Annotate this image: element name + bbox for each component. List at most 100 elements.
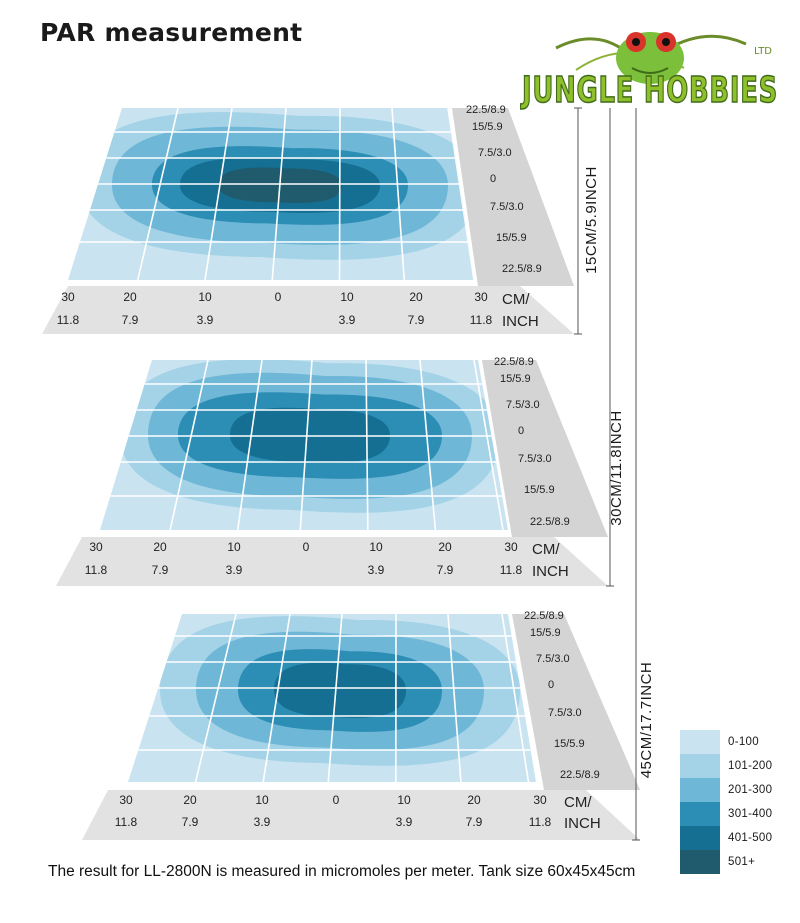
- x-tick-label-inch: 11.8: [85, 563, 108, 577]
- x-tick-label-cm: 0: [333, 793, 340, 807]
- par-panel-3: 30 20 10 0 10 20 30 11.8 7.9 3.9 3.9 7.9 11.8 CM/INCH…: [82, 610, 640, 840]
- x-axis-unit: INCH: [502, 313, 539, 330]
- x-tick-label-cm: 30: [61, 290, 75, 304]
- par-panel-1: 30 20 10 0 10 20 30 11.8 7.9 3.9 3.9 7.9 11.8 CM/INCH…: [42, 104, 574, 334]
- y-tick-label: 22.5/8.9: [502, 263, 542, 275]
- legend-label: 101-200: [728, 760, 773, 772]
- grid-line-v: [327, 614, 343, 782]
- y-tick-label: 0: [548, 679, 554, 691]
- x-tick-label-inch: 3.9: [226, 563, 243, 577]
- x-tick-label-inch: 7.9: [466, 815, 483, 829]
- x-axis-band: [82, 790, 640, 840]
- page-title: PAR measurement: [40, 18, 303, 47]
- legend-item: 301-400: [680, 802, 772, 826]
- grid-line-v: [271, 108, 287, 280]
- grid-line-v: [136, 108, 179, 280]
- x-tick-label-inch: 7.9: [437, 563, 454, 577]
- y-axis-band: [482, 360, 608, 537]
- grid-line-v: [194, 614, 237, 782]
- depth-label-45cm: 45CM/17.7INCH: [638, 661, 655, 779]
- y-tick-label: 22.5/8.9: [466, 104, 506, 116]
- legend-swatch: [680, 802, 720, 826]
- x-tick-label-inch: 3.9: [339, 313, 356, 327]
- jungle-hobbies-logo: JUNGLE HOBBIES LTD: [519, 32, 778, 112]
- grid-line-v: [501, 614, 530, 782]
- svg-text:JUNGLE HOBBIES: JUNGLE HOBBIES: [520, 70, 778, 111]
- x-axis-band: [42, 286, 574, 334]
- y-tick-label: 7.5/3.0: [548, 707, 582, 719]
- legend-swatch: [680, 730, 720, 754]
- x-tick-label-inch: 3.9: [197, 313, 214, 327]
- x-tick-label-cm: 0: [275, 290, 282, 304]
- legend-swatch: [680, 850, 720, 874]
- grid-line-v: [338, 108, 341, 280]
- x-tick-label-cm: 30: [504, 540, 518, 554]
- x-tick-label-cm: 20: [153, 540, 167, 554]
- legend-label: 201-300: [728, 784, 773, 796]
- legend-swatch: [680, 754, 720, 778]
- y-tick-label: 15/5.9: [472, 121, 503, 133]
- x-tick-label-inch: 7.9: [152, 563, 169, 577]
- y-tick-label: 22.5/8.9: [530, 516, 570, 528]
- x-tick-label-inch: 11.8: [529, 815, 552, 829]
- legend-label: 401-500: [728, 832, 773, 844]
- x-tick-label-inch: 3.9: [368, 563, 385, 577]
- x-tick-label-cm: 20: [467, 793, 481, 807]
- x-tick-label-cm: 30: [119, 793, 133, 807]
- legend-label: 301-400: [728, 808, 773, 820]
- x-tick-label-cm: 10: [397, 793, 411, 807]
- y-tick-label: 22.5/8.9: [524, 610, 564, 622]
- y-tick-label: 15/5.9: [530, 627, 561, 639]
- legend-label: 501+: [728, 856, 756, 868]
- x-tick-label-cm: 30: [89, 540, 103, 554]
- par-panel-2: 30 20 10 0 10 20 30 11.8 7.9 3.9 3.9 7.9 11.8 CM/INCH…: [56, 356, 608, 586]
- grid-line-v: [391, 108, 406, 280]
- x-tick-label-inch: 11.8: [57, 313, 80, 327]
- x-tick-label-inch: 7.9: [122, 313, 139, 327]
- x-tick-label-cm: 10: [369, 540, 383, 554]
- legend-item: 401-500: [680, 826, 772, 850]
- grid-line-v: [236, 360, 263, 530]
- x-tick-label-cm: 30: [533, 793, 547, 807]
- y-tick-label: 7.5/3.0: [478, 147, 512, 159]
- legend-item: 0-100: [680, 730, 772, 754]
- y-tick-label: 15/5.9: [500, 373, 531, 385]
- x-tick-label-inch: 3.9: [396, 815, 413, 829]
- y-tick-label: 15/5.9: [524, 484, 555, 496]
- y-tick-label: 7.5/3.0: [506, 399, 540, 411]
- y-tick-label: 7.5/3.0: [518, 453, 552, 465]
- grid-line-v: [204, 108, 233, 280]
- grid-line-v: [447, 614, 462, 782]
- legend-item: 101-200: [680, 754, 772, 778]
- legend: 0-100 101-200 201-300 301-400 401-500 50…: [680, 730, 772, 874]
- x-axis-unit: INCH: [564, 815, 601, 832]
- x-tick-label-cm: 20: [123, 290, 137, 304]
- x-tick-label-cm: 10: [198, 290, 212, 304]
- x-tick-label-inch: 11.8: [115, 815, 138, 829]
- x-tick-label-cm: 10: [227, 540, 241, 554]
- x-tick-label-inch: 11.8: [470, 313, 493, 327]
- caption: The result for LL-2800N is measured in m…: [48, 863, 636, 880]
- svg-text:LTD: LTD: [754, 46, 772, 57]
- y-tick-label: 15/5.9: [554, 738, 585, 750]
- x-axis-unit: CM/: [532, 541, 560, 558]
- y-tick-label: 22.5/8.9: [560, 769, 600, 781]
- x-axis-unit: INCH: [532, 563, 569, 580]
- grid-line-v: [169, 360, 209, 530]
- y-tick-label: 15/5.9: [496, 232, 527, 244]
- x-tick-label-cm: 10: [340, 290, 354, 304]
- logo-wordmark: JUNGLE HOBBIES LTD: [519, 46, 778, 112]
- x-axis-band: [56, 537, 608, 586]
- contour-level-4: [274, 662, 406, 718]
- legend-swatch: [680, 778, 720, 802]
- legend-swatch: [680, 826, 720, 850]
- y-tick-label: 7.5/3.0: [490, 201, 524, 213]
- x-tick-label-inch: 7.9: [182, 815, 199, 829]
- x-axis-unit: CM/: [564, 794, 592, 811]
- y-tick-label: 22.5/8.9: [494, 356, 534, 368]
- depth-label-15cm: 15CM/5.9INCH: [583, 166, 600, 274]
- y-tick-label: 0: [490, 173, 496, 185]
- legend-label: 0-100: [728, 736, 759, 748]
- x-axis-unit: CM/: [502, 291, 530, 308]
- legend-item: 201-300: [680, 778, 772, 802]
